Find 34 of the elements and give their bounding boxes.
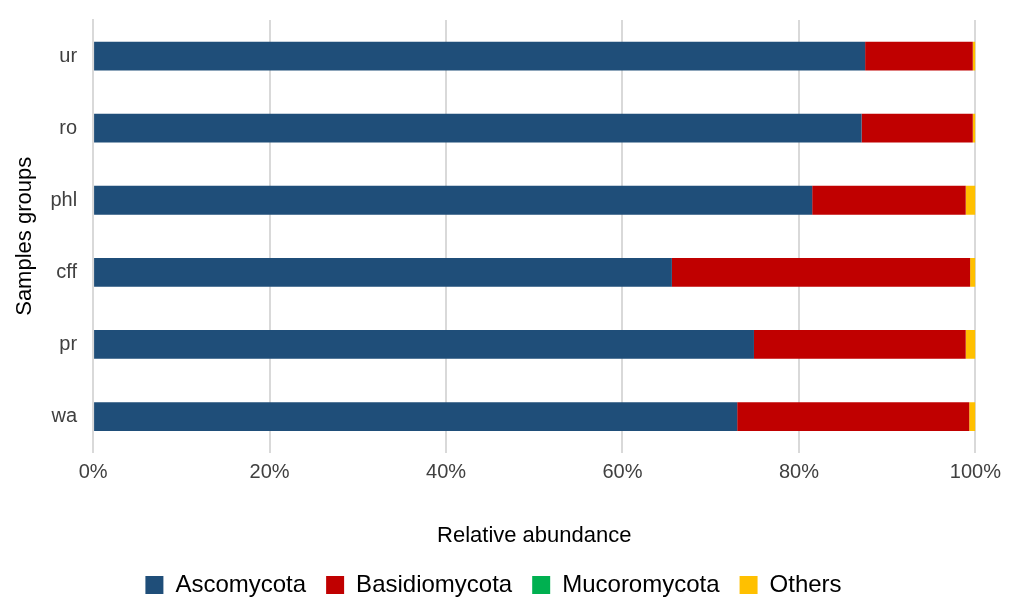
bar <box>94 41 866 71</box>
x-tick-label: 100% <box>949 460 1002 483</box>
bar <box>94 330 754 359</box>
x-tick-label: 0% <box>78 460 108 483</box>
bar <box>94 257 672 287</box>
x-tick-label: 20% <box>249 460 290 483</box>
legend-label: Ascomycota <box>175 569 307 597</box>
y-tick-label: ro <box>59 115 78 138</box>
bar <box>737 402 970 431</box>
bar <box>865 41 973 71</box>
bar <box>969 402 976 431</box>
y-axis-title: Samples groups <box>11 156 37 316</box>
bar <box>753 330 966 359</box>
x-tick-label: 40% <box>426 460 467 483</box>
x-axis-title: Relative abundance <box>437 521 632 547</box>
x-tick-label: 80% <box>778 460 820 483</box>
y-tick-label: pr <box>59 331 78 354</box>
y-tick-label: cff <box>56 259 78 282</box>
bar <box>965 330 976 359</box>
bar <box>812 185 966 215</box>
bar <box>671 257 971 287</box>
legend-label: Others <box>769 569 842 597</box>
bar <box>94 185 813 215</box>
y-tick-label: phl <box>50 187 78 210</box>
x-tick-label: 60% <box>602 460 643 483</box>
y-tick-label: ur <box>59 43 78 66</box>
bar <box>861 113 973 143</box>
bar <box>970 257 976 287</box>
y-tick-label: wa <box>50 404 78 427</box>
bar <box>965 185 976 215</box>
bar <box>94 402 738 431</box>
bar <box>94 113 862 143</box>
legend-label: Mucoromycota <box>562 569 721 597</box>
legend-label: Basidiomycota <box>356 569 513 597</box>
